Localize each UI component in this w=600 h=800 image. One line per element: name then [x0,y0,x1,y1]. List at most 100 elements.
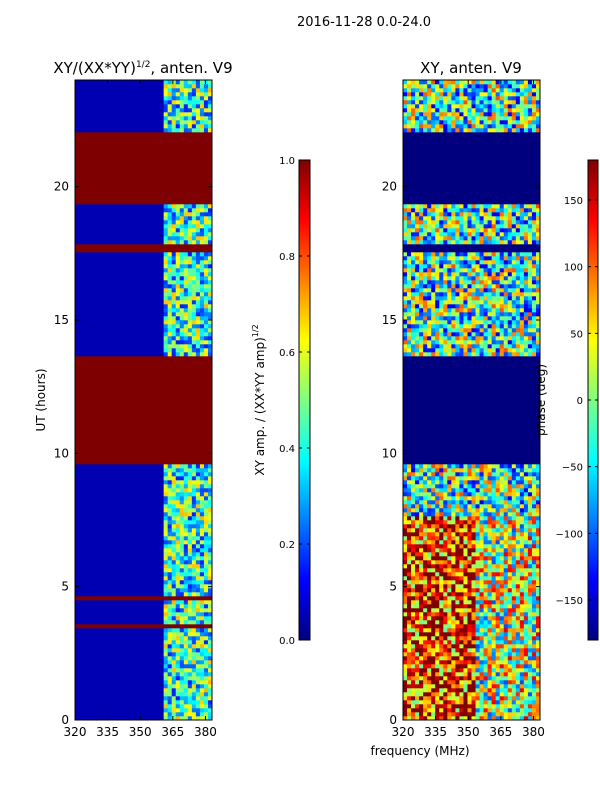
heatmap-cell [103,504,108,509]
heatmap-cell [79,696,84,701]
heatmap-cell [75,340,80,345]
heatmap-cell [111,268,116,273]
heatmap-cell [119,232,124,237]
heatmap-cell [127,524,132,529]
heatmap-cell [183,552,189,557]
heatmap-cell [147,216,152,221]
heatmap-cell [167,528,173,533]
heatmap-cell [511,600,517,605]
heatmap-cell [95,472,100,477]
heatmap-cell [147,476,152,481]
heatmap-cell [83,548,88,553]
heatmap-cell [115,116,120,121]
heatmap-cell [195,332,201,337]
y-tick-label: 20 [54,180,69,194]
heatmap-cell [507,620,513,625]
heatmap-cell [83,708,88,713]
heatmap-cell [455,696,460,701]
heatmap-cell [431,676,436,681]
heatmap-cell [183,220,189,225]
heatmap-cell [75,200,212,205]
heatmap-cell [191,96,197,101]
heatmap-cell [151,536,156,541]
heatmap-cell [167,588,173,593]
heatmap-cell [163,504,168,509]
heatmap-cell [95,636,100,641]
heatmap-cell [111,100,116,105]
heatmap-cell [163,488,168,493]
heatmap-cell [203,316,209,321]
heatmap-cell [191,344,197,349]
heatmap-cell [127,640,132,645]
heatmap-cell [451,692,456,697]
heatmap-cell [203,108,209,113]
heatmap-cell [467,696,472,701]
heatmap-cell [155,320,160,325]
heatmap-cell [187,600,193,605]
heatmap-cell [171,684,177,689]
heatmap-cell [131,312,136,317]
heatmap-cell [171,568,177,573]
heatmap-cell [127,532,132,537]
heatmap-cell [195,88,201,93]
heatmap-cell [143,232,148,237]
heatmap-cell [203,528,209,533]
heatmap-cell [467,632,472,637]
heatmap-cell [143,284,148,289]
heatmap-cell [127,232,132,237]
heatmap-cell [499,620,505,625]
heatmap-cell [127,708,132,713]
heatmap-cell [99,104,104,109]
heatmap-cell [95,304,100,309]
heatmap-cell [147,348,152,353]
heatmap-cell [163,208,168,213]
heatmap-cell [75,684,80,689]
heatmap-cell [191,520,197,525]
heatmap-cell [427,668,432,673]
heatmap-cell [207,548,213,553]
heatmap-cell [507,636,513,641]
heatmap-cell [427,596,432,601]
heatmap-cell [207,332,213,337]
heatmap-cell [115,216,120,221]
heatmap-cell [143,548,148,553]
heatmap-cell [115,572,120,577]
heatmap-cell [455,596,460,601]
heatmap-cell [111,264,116,269]
heatmap-cell [143,576,148,581]
heatmap-cell [179,96,185,101]
heatmap-cell [135,128,140,133]
heatmap-cell [203,348,209,353]
heatmap-cell [127,296,132,301]
heatmap-cell [159,520,164,525]
heatmap-cell [207,544,213,549]
heatmap-cell [199,312,205,317]
heatmap-cell [535,640,541,645]
heatmap-cell [131,216,136,221]
heatmap-cell [159,340,164,345]
heatmap-cell [119,300,124,305]
heatmap-cell [155,564,160,569]
heatmap-cell [107,680,112,685]
heatmap-cell [167,464,173,469]
heatmap-cell [147,488,152,493]
heatmap-cell [183,464,189,469]
heatmap-cell [191,348,197,353]
heatmap-cell [115,264,120,269]
heatmap-cell [187,268,193,273]
heatmap-cell [119,680,124,685]
heatmap-cell [147,228,152,233]
heatmap-cell [503,592,509,597]
heatmap-cell [131,204,136,209]
heatmap-cell [99,92,104,97]
heatmap-cell [535,664,541,669]
heatmap-cell [91,684,96,689]
heatmap-cell [87,532,92,537]
heatmap-cell [119,564,124,569]
heatmap-cell [99,324,104,329]
heatmap-cell [151,464,156,469]
heatmap-cell [179,220,185,225]
heatmap-cell [447,588,452,593]
heatmap-cell [179,712,185,717]
heatmap-cell [155,688,160,693]
